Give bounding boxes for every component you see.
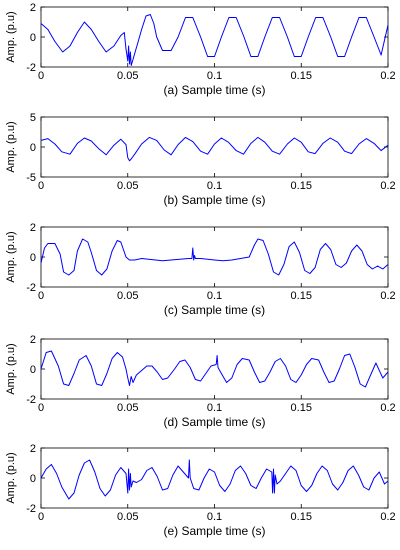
x-tick-label: 0	[38, 402, 44, 414]
x-tick-label: 0.05	[117, 511, 138, 523]
axes-frame	[40, 338, 389, 400]
signal-line	[40, 14, 389, 66]
x-tick-label: 0	[38, 511, 44, 523]
signal-line	[40, 238, 389, 276]
y-tick-label: 0	[30, 473, 36, 485]
y-tick-label: -2	[26, 503, 36, 515]
x-axis-caption: (a) Sample time (s)	[163, 83, 265, 97]
x-tick-label: 0.2	[380, 290, 395, 302]
y-tick-label: 2	[30, 443, 36, 455]
axes-frame	[40, 6, 389, 68]
y-tick-label: -2	[26, 62, 36, 74]
x-tick-label: 0.05	[117, 180, 138, 192]
x-tick-label: 0	[38, 290, 44, 302]
x-tick-label: 0.2	[380, 180, 395, 192]
x-axis-caption: (e) Sample time (s)	[163, 524, 265, 538]
x-tick-label: 0	[38, 70, 44, 82]
x-tick-label: 0.15	[291, 511, 312, 523]
x-tick-label: 0.15	[291, 180, 312, 192]
x-tick-label: 0.1	[207, 402, 222, 414]
x-axis-caption: (d) Sample time (s)	[163, 415, 265, 429]
signal-line	[40, 459, 389, 500]
x-tick-label: 0.05	[117, 402, 138, 414]
x-tick-label: 0.15	[291, 290, 312, 302]
x-tick-label: 0.05	[117, 70, 138, 82]
y-axis-label: Amp. (p.u)	[5, 343, 17, 394]
x-tick-label: 0.15	[291, 70, 312, 82]
y-tick-label: -2	[26, 394, 36, 406]
signal-line	[40, 136, 389, 162]
y-tick-label: 5	[30, 112, 36, 124]
x-tick-label: 0.1	[207, 180, 222, 192]
y-tick-label: 0	[30, 364, 36, 376]
y-tick-label: 2	[30, 334, 36, 346]
axes-frame	[40, 116, 389, 178]
x-axis-caption: (c) Sample time (s)	[164, 303, 265, 317]
x-tick-label: 0.2	[380, 511, 395, 523]
x-tick-label: 0.1	[207, 511, 222, 523]
x-tick-label: 0.15	[291, 402, 312, 414]
x-tick-label: 0	[38, 180, 44, 192]
x-tick-label: 0.1	[207, 70, 222, 82]
y-tick-label: 2	[30, 2, 36, 14]
x-tick-label: 0.2	[380, 70, 395, 82]
y-axis-label: Amp. (p.u)	[5, 231, 17, 282]
axes-frame	[40, 447, 389, 509]
y-tick-label: -5	[26, 172, 36, 184]
y-axis-label: Amp. (p.u)	[5, 11, 17, 62]
y-axis-label: Amp. (p.u)	[5, 121, 17, 172]
signal-line	[40, 350, 389, 388]
y-tick-label: -2	[26, 282, 36, 294]
x-tick-label: 0.05	[117, 290, 138, 302]
x-axis-caption: (b) Sample time (s)	[163, 193, 265, 207]
y-axis-label: Amp. (p.u)	[5, 452, 17, 503]
x-tick-label: 0.1	[207, 290, 222, 302]
x-tick-label: 0.2	[380, 402, 395, 414]
y-tick-label: 0	[30, 142, 36, 154]
y-tick-label: 0	[30, 252, 36, 264]
y-tick-label: 0	[30, 32, 36, 44]
y-tick-label: 2	[30, 222, 36, 234]
